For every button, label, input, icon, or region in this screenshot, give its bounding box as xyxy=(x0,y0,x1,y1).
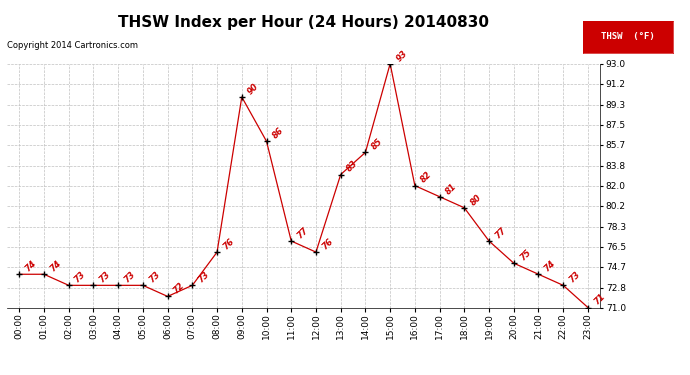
Text: THSW Index per Hour (24 Hours) 20140830: THSW Index per Hour (24 Hours) 20140830 xyxy=(118,15,489,30)
Text: 73: 73 xyxy=(97,270,112,285)
Text: 90: 90 xyxy=(246,81,261,96)
Text: 73: 73 xyxy=(567,270,582,285)
Text: 86: 86 xyxy=(270,126,286,141)
Text: 71: 71 xyxy=(592,292,607,307)
Text: 80: 80 xyxy=(469,192,483,207)
Text: 77: 77 xyxy=(295,226,310,240)
Text: 73: 73 xyxy=(73,270,88,285)
Text: 76: 76 xyxy=(320,237,335,251)
Text: 74: 74 xyxy=(23,259,38,273)
Text: 76: 76 xyxy=(221,237,236,251)
Text: 72: 72 xyxy=(172,281,186,296)
Text: 82: 82 xyxy=(419,170,434,185)
Text: 73: 73 xyxy=(147,270,161,285)
Text: THSW  (°F): THSW (°F) xyxy=(601,32,655,41)
Text: 77: 77 xyxy=(493,226,508,240)
Text: 93: 93 xyxy=(394,48,409,63)
Text: 75: 75 xyxy=(518,248,533,262)
Text: 83: 83 xyxy=(345,159,359,174)
Text: 74: 74 xyxy=(542,259,558,273)
Text: Copyright 2014 Cartronics.com: Copyright 2014 Cartronics.com xyxy=(7,41,138,50)
Text: 81: 81 xyxy=(444,181,458,196)
Text: 73: 73 xyxy=(197,270,211,285)
Text: 74: 74 xyxy=(48,259,63,273)
Text: 73: 73 xyxy=(122,270,137,285)
Text: 85: 85 xyxy=(370,137,384,152)
